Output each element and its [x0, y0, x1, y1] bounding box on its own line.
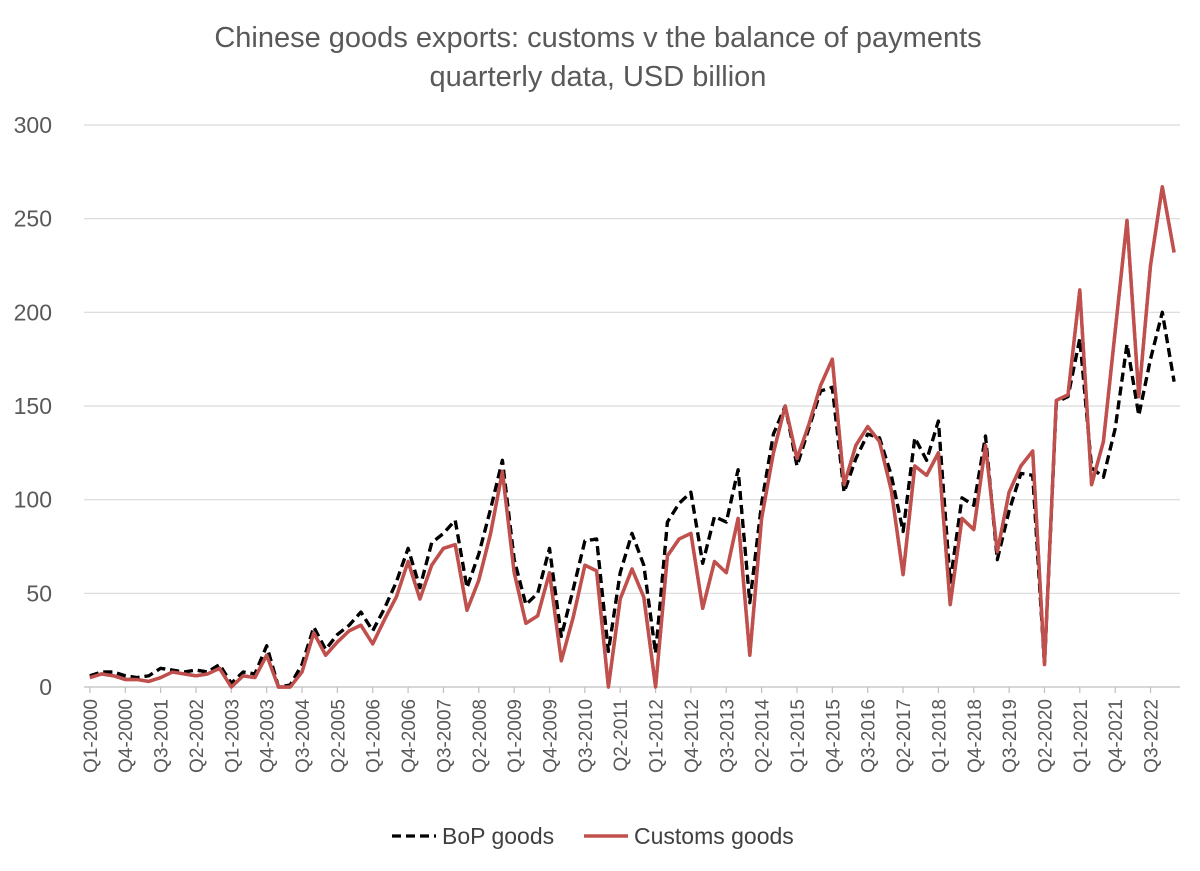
- series-line-customs-goods: [89, 185, 1176, 689]
- x-tick-label: Q4-2009: [541, 699, 562, 773]
- x-tick-label: Q2-2014: [753, 699, 774, 773]
- x-tick-label: Q3-2019: [1000, 699, 1021, 773]
- y-tick-label: 100: [14, 487, 52, 513]
- y-tick-label: 300: [14, 112, 52, 138]
- y-tick-label: 200: [14, 299, 52, 325]
- x-tick-label: Q3-2016: [859, 699, 880, 773]
- x-tick-label: Q3-2001: [152, 699, 173, 773]
- gridlines: [84, 124, 1180, 688]
- y-tick-label: 0: [39, 674, 52, 700]
- x-tick-label: Q2-2008: [470, 699, 491, 773]
- legend: BoP goods Customs goods: [392, 823, 794, 849]
- x-tick-label: Q1-2015: [788, 699, 809, 773]
- series-lines: [89, 185, 1176, 689]
- series-line-customs-goods-overlay: [89, 185, 1176, 689]
- x-axis-ticks: Q1-2000 Q4-2000 Q3-2001 Q2-2002 Q1-2003 Q4-20…: [81, 687, 1163, 773]
- x-tick-label: Q2-2017: [894, 699, 915, 773]
- x-tick-label: Q1-2021: [1071, 699, 1092, 773]
- x-tick-label: Q1-2000: [81, 699, 102, 773]
- x-tick-label: Q3-2013: [717, 699, 738, 773]
- x-tick-label: Q4-2006: [399, 699, 420, 773]
- x-tick-label: Q4-2000: [116, 699, 137, 773]
- x-tick-label: Q4-2018: [965, 699, 986, 773]
- x-tick-label: Q4-2021: [1106, 699, 1127, 773]
- x-tick-label: Q2-2005: [328, 699, 349, 773]
- x-tick-label: Q1-2018: [929, 699, 950, 773]
- y-tick-label: 50: [26, 580, 52, 606]
- x-tick-label: Q1-2006: [364, 699, 385, 773]
- x-tick-label: Q2-2020: [1035, 699, 1056, 773]
- x-tick-label: Q4-2015: [823, 699, 844, 773]
- x-tick-label: Q3-2004: [293, 699, 314, 773]
- chart-title: Chinese goods exports: customs v the bal…: [214, 22, 981, 54]
- y-axis-ticks: 0 50 100 150 200 250 300: [14, 112, 52, 700]
- y-tick-label: 150: [14, 393, 52, 419]
- x-tick-label: Q2-2002: [187, 699, 208, 773]
- x-tick-label: Q3-2007: [434, 699, 455, 773]
- x-tick-label: Q1-2003: [222, 699, 243, 773]
- chart-subtitle: quarterly data, USD billion: [430, 61, 767, 93]
- x-tick-label: Q1-2012: [647, 699, 668, 773]
- x-tick-label: Q3-2010: [576, 699, 597, 773]
- x-tick-label: Q3-2022: [1142, 699, 1163, 773]
- x-tick-label: Q4-2003: [258, 699, 279, 773]
- legend-label-customs-goods: Customs goods: [634, 823, 794, 849]
- x-tick-label: Q1-2009: [505, 699, 526, 773]
- x-tick-label: Q4-2012: [682, 699, 703, 773]
- x-tick-label: Q2-2011: [611, 699, 632, 772]
- y-tick-label: 250: [14, 206, 52, 232]
- legend-label-bop-goods: BoP goods: [442, 823, 554, 849]
